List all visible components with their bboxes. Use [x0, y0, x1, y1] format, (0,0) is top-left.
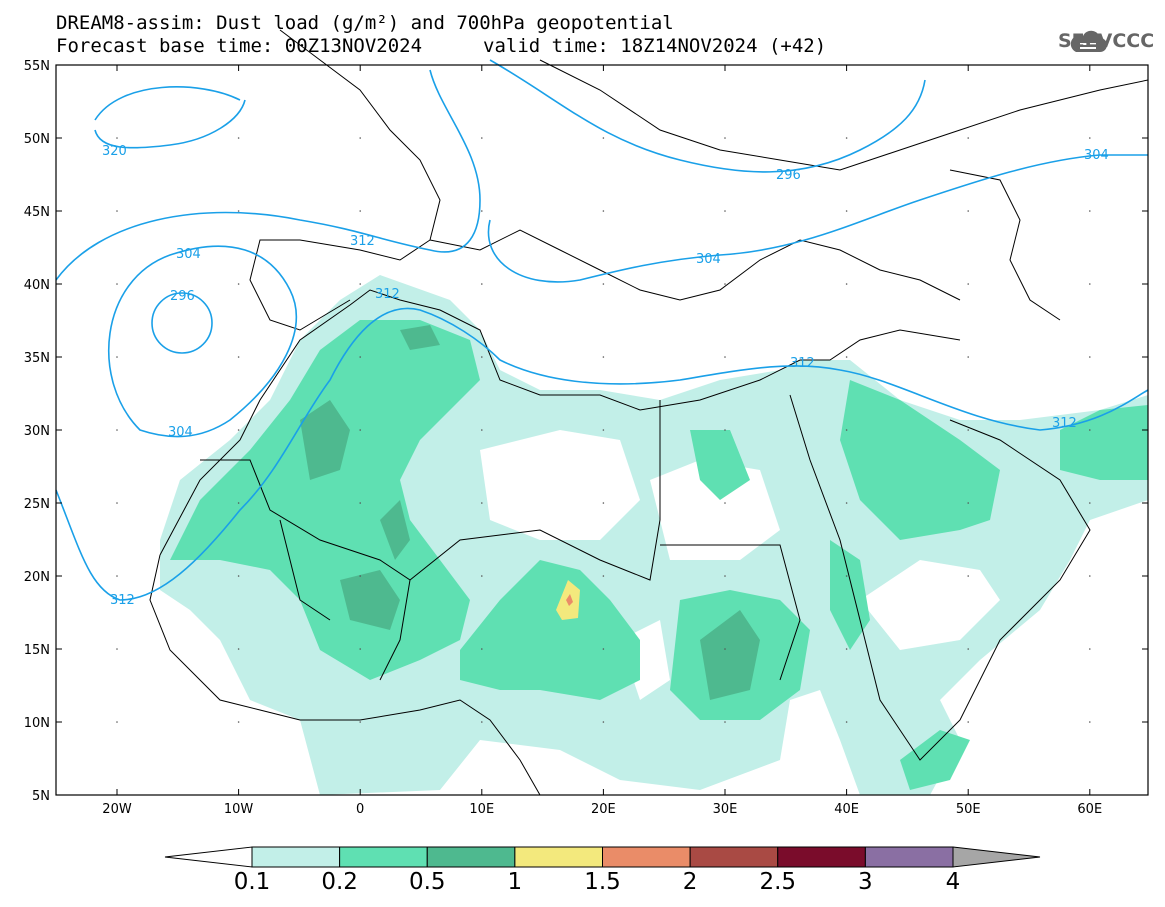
lon-tick-label: 20E: [591, 802, 616, 817]
lon-tick-label: 10W: [224, 802, 254, 817]
colorbar-swatch: [339, 846, 428, 868]
colorbar-over-triangle: [952, 846, 1041, 868]
grid-dots: [116, 137, 1091, 723]
lat-tick-label: 55N: [24, 59, 50, 74]
contour-label: 296: [776, 168, 801, 183]
lon-tick-label: 30E: [713, 802, 738, 817]
coastlines: [149, 29, 1149, 796]
dust-region-dense: [300, 400, 350, 480]
contour-label: 312: [790, 356, 815, 371]
contour-label: 312: [110, 593, 135, 608]
contour-label: 312: [375, 287, 400, 302]
lon-tick-label: 50E: [956, 802, 981, 817]
contour-label: 304: [168, 425, 193, 440]
colorbar-swatch: [602, 846, 691, 868]
geopotential-contours: [55, 59, 1149, 601]
colorbar-tick-label: 1: [507, 869, 523, 895]
contour-label: 304: [1084, 148, 1109, 163]
lon-tick-label: 0: [356, 802, 364, 817]
contour-labels: 320 312 304 296 304 296 312 304 304 312 …: [102, 144, 1109, 608]
contour-label: 304: [696, 252, 721, 267]
colorbar-swatch: [251, 846, 341, 868]
lon-tick-label: 60E: [1077, 802, 1102, 817]
logo-text: SEEVCCC: [1058, 30, 1155, 52]
colorbar-swatch: [426, 846, 516, 868]
lat-tick-label: 35N: [24, 351, 50, 366]
lon-tick-label: 20W: [102, 802, 132, 817]
lat-tick-label: 40N: [24, 278, 50, 293]
lon-tick-label: 40E: [834, 802, 859, 817]
lat-tick-label: 45N: [24, 205, 50, 220]
colorbar-swatch: [689, 846, 779, 868]
longitude-axis: 20W 10W 0 10E 20E 30E 40E 50E 60E: [102, 65, 1102, 817]
colorbar-swatch: [864, 846, 954, 868]
colorbar-swatch: [514, 846, 603, 868]
colorbar-tick-label: 3: [858, 869, 873, 895]
lat-tick-label: 30N: [24, 424, 50, 439]
lat-tick-label: 50N: [24, 132, 50, 147]
forecast-base-time: Forecast base time: 00Z13NOV2024: [56, 35, 423, 57]
lon-tick-label: 10E: [469, 802, 494, 817]
lat-tick-label: 25N: [24, 497, 50, 512]
contour-label: 320: [102, 144, 127, 159]
lat-tick-label: 10N: [24, 716, 50, 731]
lat-tick-label: 5N: [32, 789, 50, 804]
contour-label: 296: [170, 289, 195, 304]
colorbar-tick-label: 2.5: [759, 869, 797, 895]
contour-label: 312: [1052, 416, 1077, 431]
contour-label: 304: [176, 247, 201, 262]
valid-time: valid time: 18Z14NOV2024 (+42): [483, 35, 827, 57]
colorbar-tick-label: 1.5: [584, 869, 621, 895]
colorbar-under-triangle: [164, 846, 253, 868]
dust-load-field: [160, 275, 1148, 795]
dust-max-orange: [566, 594, 573, 606]
colorbar-tick-label: 4: [945, 869, 961, 895]
colorbar-tick-label: 2: [682, 869, 698, 895]
dust-region-sahara-medium: [170, 320, 480, 680]
lat-tick-label: 15N: [24, 643, 50, 658]
lat-tick-label: 20N: [24, 570, 50, 585]
colorbar-tick-label: 0.5: [408, 869, 446, 895]
colorbar-tick-label: 0.1: [233, 869, 271, 895]
colorbar: [164, 846, 1041, 868]
colorbar-swatch: [777, 846, 866, 868]
colorbar-tick-label: 0.2: [321, 869, 358, 895]
contour-label: 312: [350, 234, 375, 249]
map-title: DREAM8-assim: Dust load (g/m²) and 700hP…: [56, 12, 674, 34]
latitude-axis: 55N 50N 45N 40N 35N 30N 25N 20N 15N 10N 5N: [24, 59, 1148, 804]
cloud-logo-icon: [1070, 30, 1107, 52]
